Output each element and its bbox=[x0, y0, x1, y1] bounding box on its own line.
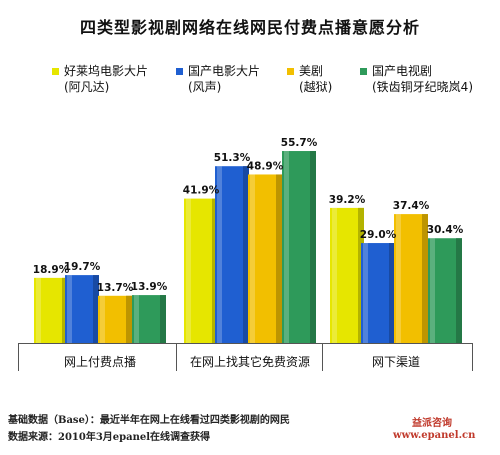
data-label: 19.7% bbox=[64, 261, 101, 273]
bar bbox=[248, 174, 282, 343]
data-label: 13.7% bbox=[97, 282, 134, 294]
bar-side bbox=[422, 214, 428, 343]
bar-highlight bbox=[250, 174, 255, 343]
bar-side bbox=[93, 275, 99, 343]
data-label: 30.4% bbox=[427, 224, 464, 236]
brand-url: www.epanel.cn bbox=[393, 430, 476, 441]
data-labels-layer: 18.9%19.7% 13.7%13.9% 41.9% 51.3%48.9% 55.7%… bbox=[33, 137, 464, 294]
legend-label: 好莱坞电影大片 bbox=[64, 64, 149, 78]
base-note: 基础数据（Base）：最近半年在网上在线看过四类影视剧的网民 bbox=[8, 415, 290, 426]
legend-swatch bbox=[176, 68, 183, 75]
bar-highlight bbox=[284, 151, 289, 343]
bar bbox=[132, 295, 166, 343]
bar bbox=[394, 214, 428, 343]
bar-highlight bbox=[67, 275, 72, 343]
bar-highlight bbox=[186, 198, 191, 343]
bar-side bbox=[389, 243, 395, 343]
legend-swatch bbox=[360, 68, 367, 75]
bar-highlight bbox=[363, 243, 368, 343]
category-label: 在网上找其它免费资源 bbox=[190, 354, 310, 369]
data-label: 55.7% bbox=[281, 137, 318, 149]
legend-label: 国产电影大片 bbox=[188, 64, 261, 78]
bar bbox=[215, 166, 249, 343]
bar-highlight bbox=[396, 214, 401, 343]
bar-highlight bbox=[217, 166, 222, 343]
bar-side bbox=[456, 238, 462, 343]
legend-swatch bbox=[52, 68, 59, 75]
bar-side bbox=[276, 174, 282, 343]
bar-side bbox=[160, 295, 166, 343]
bar-highlight bbox=[134, 295, 139, 343]
data-label: 51.3% bbox=[214, 152, 251, 164]
bar-side bbox=[126, 295, 132, 343]
bar-highlight bbox=[430, 238, 435, 343]
bar-side bbox=[243, 166, 249, 343]
bar-highlight bbox=[332, 207, 337, 343]
bar bbox=[361, 243, 395, 343]
category-label: 网下渠道 bbox=[372, 355, 420, 369]
legend-example: (风声) bbox=[188, 80, 222, 94]
category-label: 网上付费点播 bbox=[64, 355, 136, 369]
bar bbox=[428, 238, 462, 343]
bar bbox=[65, 275, 99, 343]
data-label: 41.9% bbox=[183, 185, 220, 197]
bar bbox=[282, 151, 316, 343]
legend-example: (铁齿铜牙纪晓岚4) bbox=[372, 80, 473, 94]
legend-label: 美剧 bbox=[299, 64, 324, 78]
bar-side bbox=[310, 151, 316, 343]
data-label: 48.9% bbox=[247, 160, 284, 172]
legend-example: (越狱) bbox=[299, 80, 333, 94]
chart-title: 四类型影视剧网络在线网民付费点播意愿分析 bbox=[79, 18, 420, 37]
bars-layer bbox=[34, 151, 462, 343]
data-label: 29.0% bbox=[360, 229, 397, 241]
bar bbox=[98, 295, 132, 343]
legend-label: 国产电视剧 bbox=[372, 64, 433, 78]
data-label: 18.9% bbox=[33, 264, 70, 276]
source-note: 数据来源：2010年3月epanel在线调查获得 bbox=[8, 432, 211, 443]
bar bbox=[34, 277, 68, 343]
data-label: 39.2% bbox=[329, 194, 366, 206]
data-label: 37.4% bbox=[393, 200, 430, 212]
data-label: 13.9% bbox=[131, 281, 168, 293]
legend-example: (阿凡达) bbox=[64, 80, 110, 94]
bar-highlight bbox=[36, 277, 41, 343]
bar-highlight bbox=[100, 295, 105, 343]
legend-swatch bbox=[287, 68, 294, 75]
bar bbox=[184, 198, 218, 343]
brand-name: 益派咨询 bbox=[412, 418, 452, 429]
